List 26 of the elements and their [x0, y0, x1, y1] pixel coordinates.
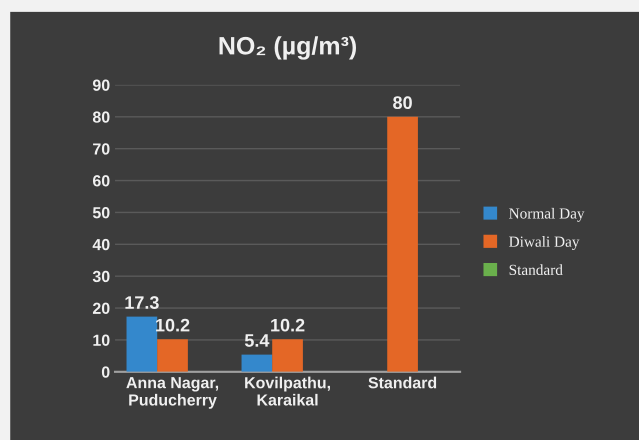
chart-title: NO₂ (µg/m³) — [220, 36, 356, 60]
bar — [157, 339, 188, 372]
data-label: 5.4 — [244, 334, 270, 347]
data-label: 80 — [393, 96, 412, 110]
x-tick-label: Anna Nagar, Puducherry — [126, 377, 218, 409]
y-tick-label: 30 — [92, 270, 110, 282]
y-tick-label: 70 — [93, 143, 110, 155]
y-tick-label: 90 — [92, 80, 110, 91]
data-label: 10.2 — [271, 318, 304, 332]
bar — [272, 339, 303, 372]
y-tick-label: 40 — [92, 238, 110, 250]
y-tick-label: 80 — [92, 111, 110, 123]
y-tick-label: 10 — [93, 334, 110, 346]
data-label: 17.3 — [125, 296, 159, 309]
legend-label: Normal Day — [509, 208, 585, 222]
bar — [126, 316, 158, 372]
y-tick-label: 20 — [92, 302, 110, 314]
x-tick-label: Kovilpathu, Karaikal — [245, 376, 330, 406]
bar — [387, 116, 418, 372]
legend-label: Diwali Day — [509, 236, 580, 250]
bar — [242, 354, 272, 372]
y-tick-label: 0 — [102, 366, 110, 378]
x-tick-label: Standard — [368, 376, 436, 388]
legend-label: Standard — [510, 264, 563, 276]
y-tick-label: 60 — [92, 175, 110, 186]
y-tick-label: 50 — [92, 207, 110, 218]
